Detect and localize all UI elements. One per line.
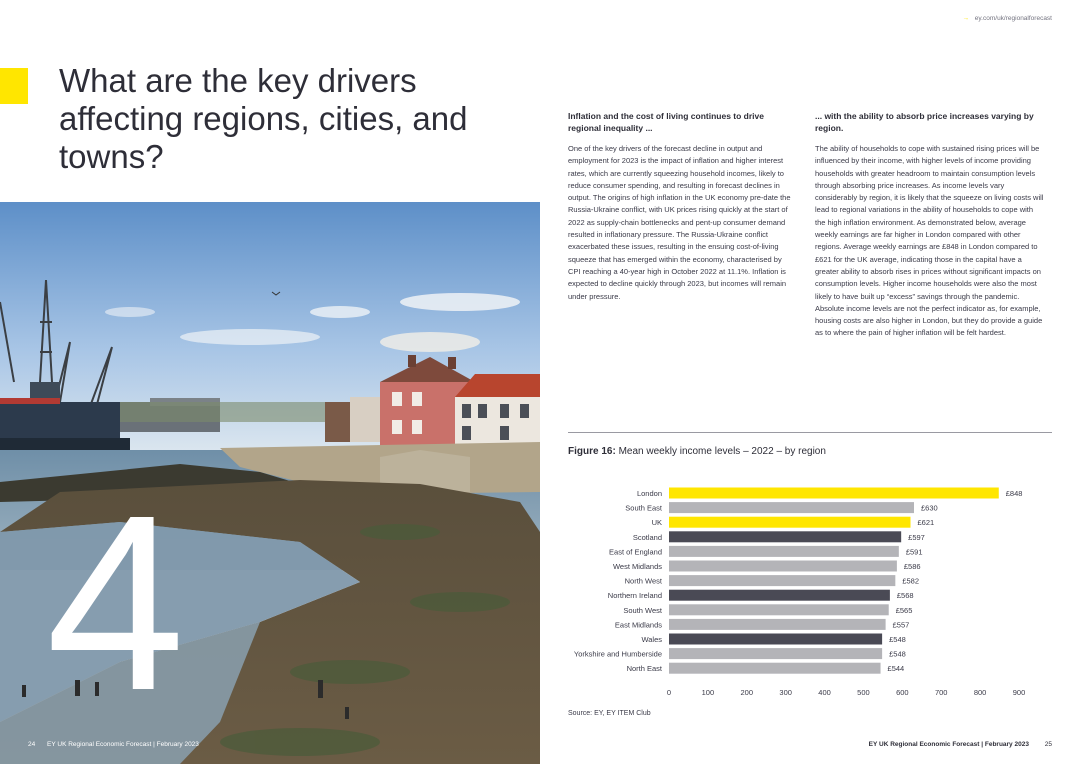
column-2-body: The ability of households to cope with s…: [815, 144, 1044, 338]
bar: [669, 545, 899, 557]
bar-value-label: £565: [896, 606, 913, 615]
text-column-2: ... with the ability to absorb price inc…: [815, 110, 1045, 340]
figure-caption: Mean weekly income levels – 2022 – by re…: [618, 446, 826, 457]
arrow-icon: →: [962, 15, 969, 22]
right-page-number: 25: [1044, 741, 1052, 748]
bar: [669, 648, 883, 660]
right-footer-title: EY UK Regional Economic Forecast | Febru…: [868, 741, 1029, 748]
income-bar-chart: London £848 South East £630 UK £621 Scotland £5…: [540, 480, 1080, 710]
harbour-photo: [0, 202, 540, 764]
column-1-heading: Inflation and the cost of living continu…: [568, 111, 764, 133]
column-2-heading: ... with the ability to absorb price inc…: [815, 111, 1034, 133]
figure-title: Figure 16: Mean weekly income levels – 2…: [568, 446, 826, 457]
category-label: North East: [627, 664, 663, 673]
category-label: East Midlands: [615, 620, 662, 629]
website-url: ey.com/uk/regionalforecast: [974, 15, 1052, 22]
bar-value-label: £630: [921, 504, 938, 513]
section-number: 4: [46, 463, 186, 742]
x-tick-label: 600: [896, 688, 909, 697]
figure-source: Source: EY, EY ITEM Club: [568, 710, 651, 717]
bar: [669, 502, 914, 514]
category-label: Northern Ireland: [608, 591, 662, 600]
bar-value-label: £548: [889, 650, 906, 659]
bar: [669, 575, 896, 587]
x-tick-label: 800: [974, 688, 987, 697]
x-tick-label: 100: [702, 688, 715, 697]
bar-value-label: £621: [918, 518, 935, 527]
bar: [669, 662, 881, 674]
bar-value-label: £568: [897, 591, 914, 600]
category-label: UK: [652, 518, 662, 527]
page-headline: What are the key drivers affecting regio…: [59, 62, 468, 175]
bar: [669, 633, 883, 645]
x-tick-label: 0: [667, 688, 671, 697]
category-label: West Midlands: [613, 562, 662, 571]
bar-value-label: £597: [908, 533, 925, 542]
left-page-number: 24: [28, 741, 36, 748]
right-page: → ey.com/uk/regionalforecast Inflation a…: [540, 0, 1080, 764]
bar-value-label: £557: [893, 620, 910, 629]
category-label: Scotland: [633, 533, 662, 542]
bar: [669, 516, 911, 528]
bar-value-label: £586: [904, 562, 921, 571]
x-tick-label: 400: [818, 688, 831, 697]
section-divider: [568, 432, 1052, 433]
bar-value-label: £582: [902, 577, 919, 586]
bar-value-label: £848: [1006, 489, 1023, 498]
left-footer-title: EY UK Regional Economic Forecast | Febru…: [47, 741, 199, 748]
x-tick-label: 300: [779, 688, 792, 697]
bar: [669, 560, 897, 572]
category-label: North West: [625, 577, 663, 586]
accent-bar: [0, 68, 28, 104]
text-column-1: Inflation and the cost of living continu…: [568, 110, 793, 303]
right-footer: EY UK Regional Economic Forecast | Febru…: [869, 741, 1052, 748]
bar-value-label: £544: [888, 664, 905, 673]
category-label: South West: [623, 606, 663, 615]
figure-label: Figure 16:: [568, 446, 616, 457]
bar: [669, 618, 886, 630]
x-tick-label: 900: [1013, 688, 1026, 697]
category-label: London: [637, 489, 662, 498]
category-label: South East: [625, 504, 663, 513]
x-tick-label: 700: [935, 688, 948, 697]
category-label: Wales: [641, 635, 662, 644]
bar: [669, 604, 889, 616]
harbour-photo-illustration: [0, 202, 540, 764]
income-bar-chart-svg: London £848 South East £630 UK £621 Scotland £5…: [574, 487, 1026, 697]
left-footer: 24 EY UK Regional Economic Forecast | Fe…: [28, 741, 199, 748]
left-page: What are the key drivers affecting regio…: [0, 62, 540, 764]
category-label: East of England: [609, 547, 662, 556]
bar-value-label: £591: [906, 547, 923, 556]
column-1-body: One of the key drivers of the forecast d…: [568, 144, 791, 301]
x-tick-label: 200: [741, 688, 754, 697]
bar: [669, 589, 890, 601]
x-tick-label: 500: [857, 688, 870, 697]
bar-value-label: £548: [889, 635, 906, 644]
category-label: Yorkshire and Humberside: [574, 650, 662, 659]
bar: [669, 487, 999, 499]
website-link[interactable]: → ey.com/uk/regionalforecast: [962, 15, 1052, 22]
bar: [669, 531, 902, 543]
